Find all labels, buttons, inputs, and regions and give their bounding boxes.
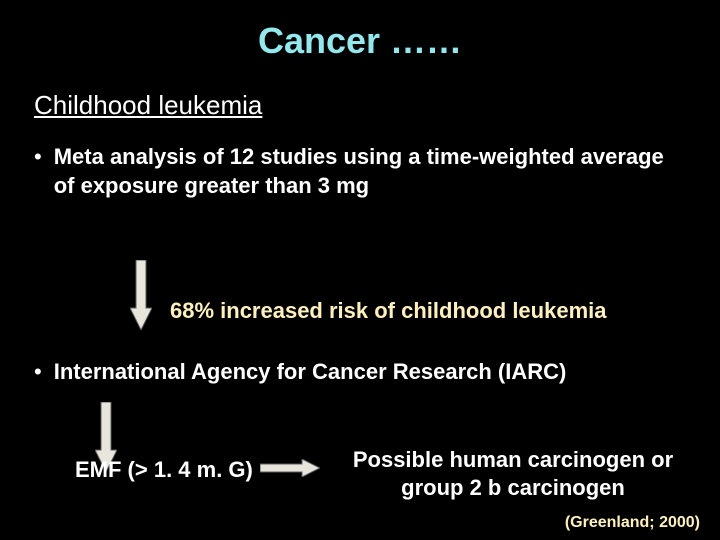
citation: (Greenland; 2000)	[565, 514, 700, 532]
bullet-text: International Agency for Cancer Research…	[54, 358, 567, 387]
slide-subtitle: Childhood leukemia	[34, 90, 720, 121]
bullet-marker: •	[34, 358, 42, 387]
emf-label: EMF (> 1. 4 m. G)	[75, 457, 253, 483]
right-arrow-icon	[260, 459, 320, 482]
bullet-marker: •	[34, 143, 42, 172]
bullet-text: Meta analysis of 12 studies using a time…	[54, 143, 690, 200]
slide-title: Cancer ……	[0, 20, 720, 62]
carcinogen-text: Possible human carcinogen or group 2 b c…	[328, 446, 698, 501]
result-highlight: 68% increased risk of childhood leukemia	[170, 298, 607, 324]
slide: Cancer …… Childhood leukemia • Meta anal…	[0, 0, 720, 540]
bullet-item-1: • Meta analysis of 12 studies using a ti…	[34, 143, 690, 200]
bullet-item-2: • International Agency for Cancer Resear…	[34, 358, 566, 387]
down-arrow-icon	[130, 260, 152, 335]
